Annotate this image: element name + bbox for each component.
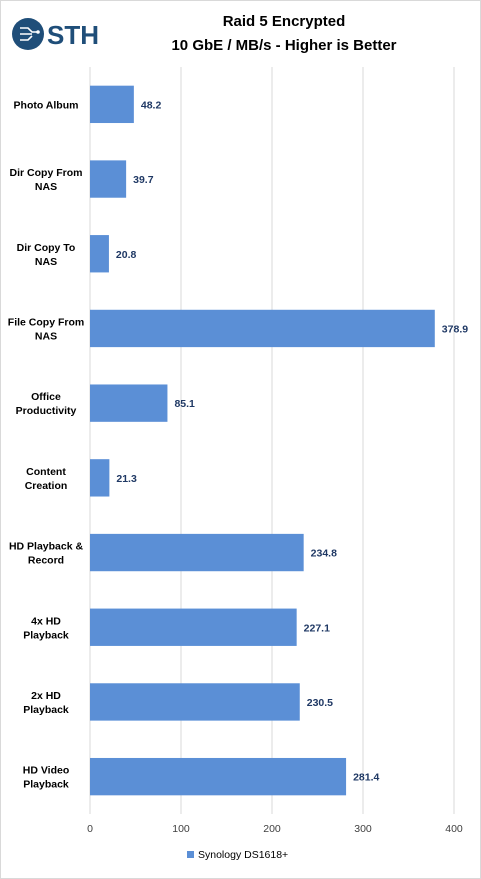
data-label: 85.1 [174, 398, 195, 410]
category-label: HD Playback & Record [9, 541, 84, 567]
category-label: 2x HD Playback [23, 690, 69, 716]
circuit-trace [20, 27, 37, 41]
category-label-line: Playback [23, 779, 69, 791]
data-label: 378.9 [442, 323, 468, 335]
circuit-node [36, 30, 40, 34]
x-tick-label: 200 [263, 823, 281, 835]
category-label-line: Dir Copy To [17, 242, 76, 254]
bar [90, 160, 127, 198]
chart-title: Raid 5 Encrypted [223, 13, 346, 30]
bar [90, 384, 168, 422]
bar [90, 309, 435, 348]
category-label-line: Photo Album [14, 99, 79, 111]
bar [90, 533, 304, 572]
category-label-line: 4x HD [31, 615, 61, 627]
category-label: Dir Copy From NAS [10, 167, 83, 193]
category-label: Photo Album [14, 99, 79, 111]
category-label: Content Creation [25, 466, 68, 492]
bar [90, 608, 297, 646]
x-tick-label: 400 [445, 823, 463, 835]
data-label: 234.8 [311, 548, 337, 560]
bar [90, 757, 347, 796]
category-label-line: Content [26, 466, 66, 478]
legend: Synology DS1618+ [187, 849, 288, 861]
category-label-line: NAS [35, 181, 57, 193]
chart-subtitle: 10 GbE / MB/s - Higher is Better [171, 37, 396, 54]
x-tick-label: 0 [87, 823, 93, 835]
category-label-line: Creation [25, 480, 68, 492]
category-label-line: HD Video [23, 765, 69, 777]
category-label-line: File Copy From [8, 316, 84, 328]
legend-label-synology: Synology DS1618+ [198, 849, 288, 861]
category-label-line: Playback [23, 629, 69, 641]
category-label-line: Office [31, 391, 61, 403]
category-label-line: 2x HD [31, 690, 61, 702]
category-label-line: Record [28, 555, 64, 567]
data-label: 48.2 [141, 99, 162, 111]
x-tick-label: 300 [354, 823, 372, 835]
category-label: File Copy From NAS [8, 316, 84, 342]
x-axis-ticks: 0 100 200 300 400 [87, 823, 463, 835]
bars [90, 85, 435, 796]
data-label: 20.8 [116, 249, 137, 261]
category-label-line: Dir Copy From [10, 167, 83, 179]
category-label-line: NAS [35, 330, 57, 342]
bar [90, 235, 109, 273]
category-label: 4x HD Playback [23, 615, 69, 641]
category-label: Dir Copy To NAS [17, 242, 76, 268]
category-label-line: HD Playback & [9, 541, 84, 553]
category-label: Office Productivity [16, 391, 77, 417]
bar [90, 459, 110, 497]
data-labels: 48.2 39.7 20.8 378.9 85.1 21.3 234.8 227.1 230.5… [116, 99, 468, 783]
bar [90, 683, 300, 721]
sth-logo: STH [12, 18, 99, 50]
data-label: 230.5 [307, 697, 333, 709]
data-label: 227.1 [304, 622, 330, 634]
data-label: 281.4 [353, 772, 379, 784]
category-label-line: Playback [23, 704, 69, 716]
legend-swatch-synology [187, 851, 194, 858]
logo-text: STH [47, 20, 99, 50]
category-labels: Photo Album Dir Copy From NAS Dir Copy To NA… [8, 99, 84, 790]
category-label: HD Video Playback [23, 765, 69, 791]
category-label-line: Productivity [16, 405, 77, 417]
data-label: 39.7 [133, 174, 154, 186]
data-label: 21.3 [116, 473, 137, 485]
bar [90, 85, 134, 124]
x-tick-label: 100 [172, 823, 190, 835]
category-label-line: NAS [35, 256, 57, 268]
